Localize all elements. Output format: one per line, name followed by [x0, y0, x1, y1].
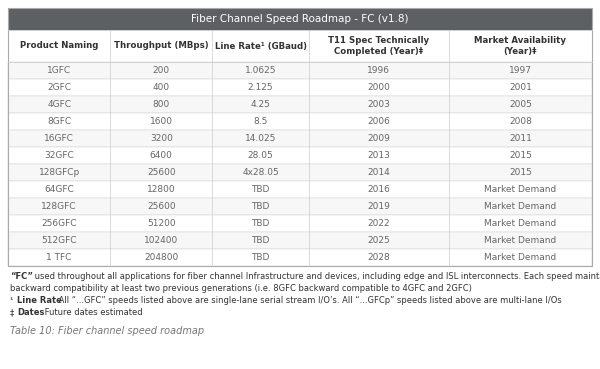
- Text: 6400: 6400: [150, 151, 173, 160]
- Text: 2028: 2028: [367, 253, 390, 262]
- Bar: [8, 113, 592, 130]
- Text: 8.5: 8.5: [253, 117, 268, 126]
- Bar: [8, 249, 592, 266]
- Text: 16GFC: 16GFC: [44, 134, 74, 143]
- Bar: [8, 8, 592, 30]
- Text: Market Demand: Market Demand: [484, 185, 557, 194]
- Bar: [8, 232, 592, 249]
- Text: 32GFC: 32GFC: [44, 151, 74, 160]
- Bar: [8, 8, 592, 266]
- Text: 1GFC: 1GFC: [47, 66, 71, 75]
- Text: 1.0625: 1.0625: [245, 66, 277, 75]
- Text: TBD: TBD: [251, 219, 270, 228]
- Text: T11 Spec Technically
Completed (Year)‡: T11 Spec Technically Completed (Year)‡: [328, 36, 430, 56]
- Text: ¹: ¹: [10, 296, 16, 305]
- Text: 204800: 204800: [144, 253, 178, 262]
- Text: 2015: 2015: [509, 168, 532, 177]
- Text: 1996: 1996: [367, 66, 391, 75]
- Text: 2025: 2025: [367, 236, 390, 245]
- Bar: [8, 198, 592, 215]
- Text: 2009: 2009: [367, 134, 390, 143]
- Text: 1600: 1600: [150, 117, 173, 126]
- Bar: [8, 215, 592, 232]
- Text: 2022: 2022: [368, 219, 390, 228]
- Text: 2006: 2006: [367, 117, 390, 126]
- Text: 2005: 2005: [509, 100, 532, 109]
- Text: Market Demand: Market Demand: [484, 236, 557, 245]
- Text: 2019: 2019: [367, 202, 390, 211]
- Text: 64GFC: 64GFC: [44, 185, 74, 194]
- Text: used throughout all applications for fiber channel Infrastructure and devices, i: used throughout all applications for fib…: [32, 272, 600, 281]
- Text: 2015: 2015: [509, 151, 532, 160]
- Text: Line Rate: Line Rate: [17, 296, 62, 305]
- Text: Product Naming: Product Naming: [20, 41, 98, 51]
- Text: Dates: Dates: [17, 308, 44, 317]
- Text: “FC”: “FC”: [10, 272, 33, 281]
- Bar: [8, 30, 592, 62]
- Bar: [8, 147, 592, 164]
- Text: Table 10: Fiber channel speed roadmap: Table 10: Fiber channel speed roadmap: [10, 326, 204, 336]
- Text: 400: 400: [153, 83, 170, 92]
- Text: Market Demand: Market Demand: [484, 253, 557, 262]
- Bar: [8, 130, 592, 147]
- Text: Market Demand: Market Demand: [484, 219, 557, 228]
- Text: Market Availability
(Year)‡: Market Availability (Year)‡: [475, 36, 566, 56]
- Text: 1997: 1997: [509, 66, 532, 75]
- Text: Fiber Channel Speed Roadmap - FC (v1.8): Fiber Channel Speed Roadmap - FC (v1.8): [191, 14, 409, 24]
- Text: 4GFC: 4GFC: [47, 100, 71, 109]
- Text: Future dates estimated: Future dates estimated: [42, 308, 143, 317]
- Text: 102400: 102400: [144, 236, 178, 245]
- Text: 200: 200: [153, 66, 170, 75]
- Text: 12800: 12800: [147, 185, 176, 194]
- Text: 2011: 2011: [509, 134, 532, 143]
- Bar: [8, 181, 592, 198]
- Text: Market Demand: Market Demand: [484, 202, 557, 211]
- Bar: [8, 79, 592, 96]
- Text: 2014: 2014: [367, 168, 390, 177]
- Text: 51200: 51200: [147, 219, 176, 228]
- Text: 1 TFC: 1 TFC: [46, 253, 72, 262]
- Text: 2003: 2003: [367, 100, 390, 109]
- Text: 2GFC: 2GFC: [47, 83, 71, 92]
- Text: backward compatibility at least two previous generations (i.e. 8GFC backward com: backward compatibility at least two prev…: [10, 284, 472, 293]
- Text: 8GFC: 8GFC: [47, 117, 71, 126]
- Text: 3200: 3200: [150, 134, 173, 143]
- Text: 25600: 25600: [147, 168, 176, 177]
- Text: 4x28.05: 4x28.05: [242, 168, 279, 177]
- Bar: [8, 62, 592, 79]
- Text: 2008: 2008: [509, 117, 532, 126]
- Text: 128GFC: 128GFC: [41, 202, 77, 211]
- Text: 28.05: 28.05: [248, 151, 274, 160]
- Text: 2016: 2016: [367, 185, 390, 194]
- Text: 256GFC: 256GFC: [41, 219, 77, 228]
- Text: TBD: TBD: [251, 185, 270, 194]
- Text: 4.25: 4.25: [251, 100, 271, 109]
- Text: 14.025: 14.025: [245, 134, 276, 143]
- Text: ‡: ‡: [10, 308, 17, 317]
- Text: 2000: 2000: [367, 83, 390, 92]
- Text: 25600: 25600: [147, 202, 176, 211]
- Text: TBD: TBD: [251, 202, 270, 211]
- Text: TBD: TBD: [251, 253, 270, 262]
- Text: TBD: TBD: [251, 236, 270, 245]
- Bar: [8, 96, 592, 113]
- Text: 2013: 2013: [367, 151, 390, 160]
- Text: All “...GFC” speeds listed above are single-lane serial stream I/O’s. All “...GF: All “...GFC” speeds listed above are sin…: [56, 296, 562, 305]
- Text: 2001: 2001: [509, 83, 532, 92]
- Text: 512GFC: 512GFC: [41, 236, 77, 245]
- Bar: [8, 164, 592, 181]
- Text: 2.125: 2.125: [248, 83, 274, 92]
- Text: Line Rate¹ (GBaud): Line Rate¹ (GBaud): [215, 41, 307, 51]
- Text: 128GFCp: 128GFCp: [38, 168, 80, 177]
- Text: Throughput (MBps): Throughput (MBps): [114, 41, 209, 51]
- Text: 800: 800: [152, 100, 170, 109]
